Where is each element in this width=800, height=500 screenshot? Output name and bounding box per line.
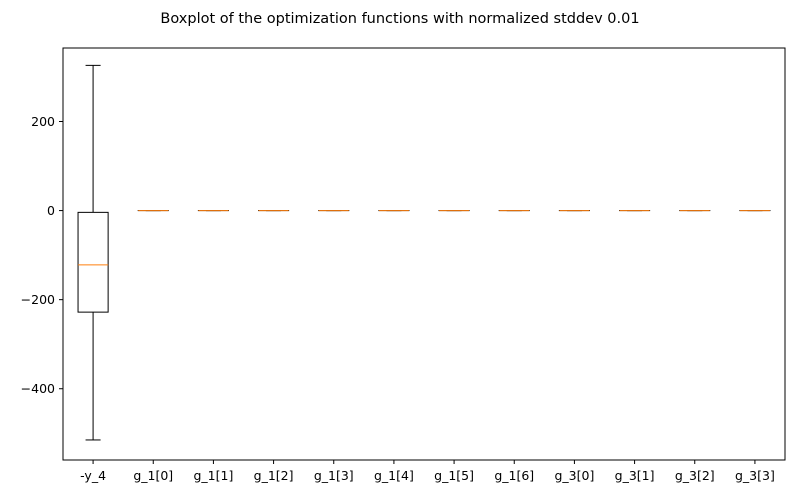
chart-title: Boxplot of the optimization functions wi… (160, 11, 639, 27)
x-tick-label: g_1[6] (494, 468, 534, 483)
y-tick-label: −400 (21, 381, 55, 396)
x-tick-label: -y_4 (80, 468, 106, 483)
x-tick-label: g_3[0] (554, 468, 594, 483)
box-iqr (77, 211, 109, 313)
x-tick-label: g_1[2] (254, 468, 294, 483)
x-tick-label: g_3[1] (615, 468, 655, 483)
box-group (77, 64, 109, 441)
x-tick-label: g_1[1] (193, 468, 233, 483)
x-tick-label: g_3[3] (735, 468, 775, 483)
y-tick-label: −200 (21, 292, 55, 307)
x-tick-label: g_1[4] (374, 468, 414, 483)
y-tick-label: 200 (31, 114, 55, 129)
y-tick-label: 0 (47, 203, 55, 218)
x-tick-label: g_3[2] (675, 468, 715, 483)
x-tick-label: g_1[5] (434, 468, 474, 483)
x-tick-label: g_1[0] (133, 468, 173, 483)
plot-area-frame (62, 47, 786, 461)
x-tick-label: g_1[3] (314, 468, 354, 483)
